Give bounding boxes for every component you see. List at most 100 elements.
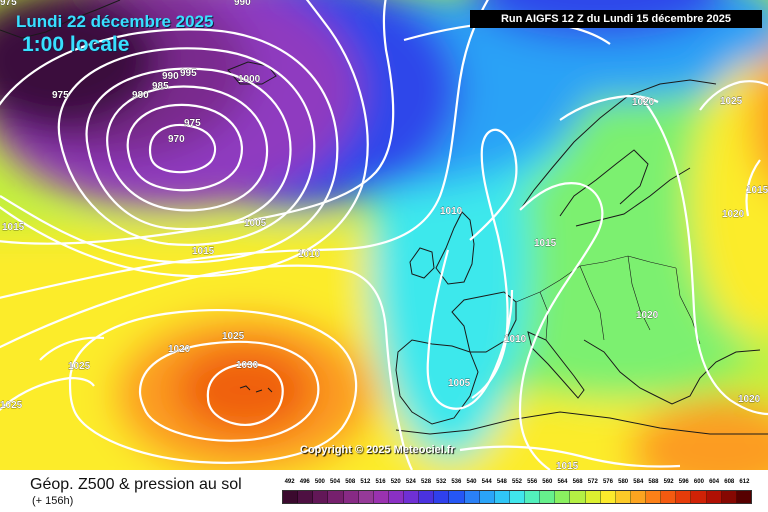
legend-swatch [585, 491, 601, 503]
legend-swatch [706, 491, 722, 503]
coast-north-africa [395, 411, 768, 435]
legend-label: 520 [390, 479, 401, 485]
legend-label: 572 [587, 479, 598, 485]
legend-label: 584 [633, 479, 644, 485]
isobar-label: 1015 [534, 238, 557, 249]
isobar-label: 1000 [238, 74, 261, 85]
legend-label: 524 [405, 479, 416, 485]
coast-iberia [395, 339, 479, 425]
legend-swatch [600, 491, 616, 503]
legend-label: 592 [663, 479, 674, 485]
isobar-1025-north [699, 80, 768, 111]
legend-label: 512 [360, 479, 371, 485]
isobar-985 [85, 67, 292, 231]
isobar-label: 1005 [448, 378, 471, 389]
isobar-1025-west [0, 376, 95, 412]
isobar-label: 1020 [168, 344, 191, 355]
legend-swatch [494, 491, 510, 503]
isobars [0, 0, 768, 470]
isobar-1020-ring [68, 309, 358, 464]
legend-swatch [283, 491, 299, 503]
legend-swatch [525, 491, 541, 503]
isobar-975 [126, 103, 243, 192]
legend-swatch [313, 491, 329, 503]
legend-label: 604 [709, 479, 720, 485]
legend-swatch [570, 491, 586, 503]
legend-swatch [434, 491, 450, 503]
isobar-label: 1015 [2, 222, 25, 233]
legend-color-bar [282, 490, 752, 504]
isobar-label: 1010 [440, 206, 463, 217]
isobar-1030-ring [206, 362, 284, 426]
isobar-label: 990 [162, 71, 179, 82]
legend-label: 600 [693, 479, 704, 485]
isobar-label: 985 [152, 81, 169, 92]
legend-swatch [555, 491, 571, 503]
coast-balkans-greece [583, 339, 761, 405]
legend-label: 492 [284, 479, 295, 485]
isobar-1005 [0, 0, 395, 245]
isobar-1015-west [0, 264, 413, 470]
legend-label: 496 [299, 479, 310, 485]
legend-swatch [721, 491, 737, 503]
isobar-1015-europe [518, 182, 604, 470]
isobar-label: 1020 [722, 209, 745, 220]
coast-iceland [227, 61, 277, 85]
legend-swatch [509, 491, 525, 503]
legend-label: 560 [542, 479, 553, 485]
legend-label: 540 [466, 479, 477, 485]
legend-swatch [479, 491, 495, 503]
coast-ireland [409, 247, 435, 279]
valid-time: 1:00 locale [22, 33, 130, 56]
legend-label: 532 [436, 479, 447, 485]
legend-labels: 492 496 500 504 508 512 516 520 524 528 532 536 540 5… [282, 479, 752, 490]
run-info-banner: Run AIGFS 12 Z du Lundi 15 décembre 2025 [470, 10, 762, 28]
chart-title: Géop. Z500 & pression au sol [30, 476, 242, 493]
isobar-1005-trough [426, 249, 514, 410]
coast-britain [435, 211, 475, 285]
isobar-label: 990 [234, 0, 251, 8]
legend-label: 556 [527, 479, 538, 485]
legend-swatch [646, 491, 662, 503]
coast-canary-islands [239, 385, 273, 393]
legend-swatch [388, 491, 404, 503]
legend-label: 500 [314, 479, 325, 485]
z500-ridge-core [175, 345, 315, 435]
isobar-1020-west [39, 336, 105, 361]
legend-label: 552 [511, 479, 523, 485]
copyright-notice: Copyright © 2025 Meteociel.fr [300, 444, 455, 456]
isobar-label: 1015 [192, 246, 215, 257]
color-legend: 492 496 500 504 508 512 516 520 524 528 532 536 540 5… [282, 479, 752, 504]
isobar-1025-ring [138, 340, 320, 442]
legend-swatch [449, 491, 465, 503]
isobar-980 [106, 85, 269, 212]
isobar-990 [57, 47, 316, 246]
isobar-label: 970 [168, 134, 185, 145]
coast-greenland [0, 0, 121, 39]
coast-baltic [575, 167, 691, 227]
isobar-label: 1005 [244, 218, 267, 229]
legend-swatch [615, 491, 631, 503]
legend-label: 588 [648, 479, 659, 485]
isobar-1010 [0, 0, 489, 299]
isobar-label: 1025 [68, 361, 91, 372]
isobar-1020-north [559, 94, 659, 121]
isobar-1000 [0, 0, 369, 278]
isobar-label: 1025 [222, 331, 245, 342]
legend-label: 608 [724, 479, 735, 485]
legend-swatch [540, 491, 556, 503]
isobar-label: 980 [132, 90, 149, 101]
isobar-label: 1010 [504, 334, 527, 345]
legend-swatch [736, 491, 751, 503]
isobar-label: 1020 [636, 310, 659, 321]
isobar-label: 995 [180, 68, 197, 79]
isobar-label: 975 [0, 0, 17, 8]
z500-low-core [0, 0, 160, 130]
legend-swatch [630, 491, 646, 503]
isobar-label: 975 [184, 118, 201, 129]
forecast-map: 975 990 995 985 980 1000 975 970 1005 10… [0, 0, 768, 470]
isobar-label: 1025 [0, 400, 23, 411]
legend-label: 544 [481, 479, 492, 485]
isobar-label: 1010 [298, 249, 321, 260]
